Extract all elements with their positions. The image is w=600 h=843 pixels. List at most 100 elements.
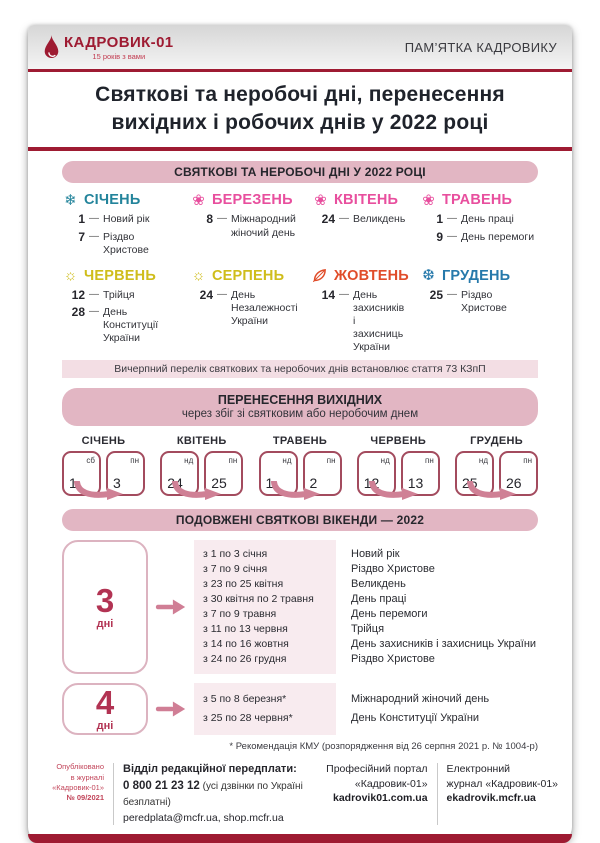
dash: —	[339, 213, 349, 225]
portal-url-link[interactable]: kadrovik01.com.ua	[333, 791, 428, 804]
subscription-phone: 0 800 21 23 12	[123, 780, 200, 793]
weekday-label: сб	[86, 456, 95, 466]
dash: —	[447, 230, 457, 242]
transfer-arrow-icon	[467, 481, 516, 501]
flower-icon: ❀	[314, 191, 327, 209]
weekend-holiday: Міжнародний жіночий день	[351, 693, 490, 706]
weekend-dates: з 1 по 3 січня	[203, 548, 268, 561]
weekday-label: нд	[478, 456, 488, 466]
transfer-month: СІЧЕНЬ	[81, 435, 126, 448]
weekend-dates-list: з 1 по 3 січня з 7 по 9 січня з 23 по 25…	[194, 540, 336, 675]
day-number: 1	[265, 475, 274, 492]
holiday-day: 1	[78, 212, 85, 227]
kadrovik-logo: КАДРОВИК-01 15 років з вами	[43, 34, 174, 61]
weekend-dates: з 5 по 8 березня*	[203, 693, 287, 706]
weekend-dates: з 7 по 9 травня	[203, 608, 277, 621]
section-holidays-header: СВЯТКОВІ ТА НЕРОБОЧІ ДНІ У 2022 РОЦІ	[62, 161, 538, 184]
day-number: 26	[506, 475, 522, 492]
holiday-entry: 12 — Трійця	[70, 288, 190, 302]
weekend-holiday: День перемоги	[351, 608, 428, 621]
transfer-month: ЧЕРВЕНЬ	[370, 435, 427, 448]
holiday-day: 9	[436, 229, 443, 244]
transfer-arrow-icon	[172, 481, 222, 501]
holiday-entry: 24 — День Незалежності України	[198, 288, 312, 328]
weekend-dates: з 24 по 26 грудня	[203, 653, 287, 666]
page-title-line1: Святкові та неробочі дні, перенесення	[95, 83, 505, 106]
month-card-april: ❀ КВІТЕНЬ 24 — Великдень	[312, 192, 420, 259]
holiday-name: День захисників і захисниць України	[353, 288, 405, 354]
holiday-entry: 7 — Різдво Христове	[70, 230, 190, 257]
arrow-right-icon	[155, 701, 186, 717]
transfer-arrow-icon	[270, 481, 320, 501]
transfer-arrow-icon	[74, 481, 123, 501]
month-card-may: ❀ ТРАВЕНЬ 1 — День праці 9 — День перемо…	[420, 192, 538, 259]
weekend-holiday: Трійця	[351, 623, 385, 636]
holiday-day: 14	[321, 287, 335, 302]
section-transfers-header: ПЕРЕНЕСЕННЯ ВИХІДНИХ через збіг зі святк…	[62, 388, 538, 427]
holiday-name: День Незалежності України	[231, 288, 298, 328]
transfer-group: ЧЕРВЕНЬ нд 12 пн 13	[356, 435, 440, 501]
holiday-name: День праці	[461, 213, 514, 226]
flower-icon: ❀	[192, 191, 205, 209]
leaf-icon	[312, 268, 329, 283]
holiday-entry: 14 — День захисників і захисниць України	[320, 288, 420, 355]
dash: —	[89, 213, 99, 225]
holiday-name: Різдво Христове	[461, 288, 507, 314]
day-number: 3	[113, 475, 121, 492]
weekend-group-3days: 3 дні з 1 по 3 січня з 7 по 9 січня з 23…	[62, 540, 538, 675]
weekday-label: пн	[326, 456, 336, 466]
weekend-holidays-list: Міжнародний жіночий день День Конституці…	[336, 683, 538, 735]
transfers-row: СІЧЕНЬ сб 1 пн 3 КВІТЕНЬ	[62, 435, 538, 501]
weekday-label: пн	[523, 456, 532, 466]
holiday-name: День Конституції України	[103, 305, 159, 345]
section-weekends-header: ПОДОВЖЕНІ СВЯТКОВІ ВІКЕНДИ — 2022	[62, 509, 538, 532]
month-name: ГРУДЕНЬ	[442, 267, 511, 284]
weekend-holiday: Різдво Христове	[351, 653, 435, 666]
published-in: Опубліковано в журналі «Кадровик-01» № 0…	[42, 762, 104, 803]
weekend-dates: з 30 квітня по 2 травня	[203, 593, 314, 606]
calendar-day-box: пн 13	[400, 451, 440, 497]
weekend-dates: з 11 по 13 червня	[203, 623, 288, 636]
weekend-dates: з 7 по 9 січня	[203, 563, 268, 576]
day-number: 2	[309, 475, 318, 492]
footer-divider	[436, 763, 438, 825]
weekday-label: нд	[282, 456, 292, 466]
month-name: БЕРЕЗЕНЬ	[212, 192, 293, 209]
days-count-box: 4 дні	[62, 683, 148, 736]
weekend-holiday: День праці	[351, 593, 407, 606]
calendar-day-box: пн 2	[302, 451, 342, 497]
legal-note: Вичерпний перелік святкових та неробочих…	[62, 360, 538, 379]
holiday-entry: 1 — Новий рік	[70, 212, 190, 226]
weekday-label: пн	[425, 456, 434, 466]
month-name: ТРАВЕНЬ	[442, 192, 513, 209]
holiday-day: 8	[206, 212, 213, 227]
holiday-entry: 1 — День праці	[428, 212, 538, 226]
holiday-day: 1	[436, 212, 443, 227]
month-name: ЖОВТЕНЬ	[334, 267, 409, 284]
subscription-contacts-link[interactable]: peredplata@mcfr.ua, shop.mcfr.ua	[123, 811, 284, 824]
holiday-entry: 28 — День Конституції України	[70, 305, 190, 345]
holiday-entry: 25 — Різдво Христове	[428, 288, 538, 315]
ejournal-info: Електронний журнал «Кадровик-01» ekadrov…	[446, 763, 558, 804]
weekday-label: пн	[130, 456, 139, 466]
day-number: 13	[407, 475, 424, 492]
dash: —	[217, 213, 227, 225]
brand-name: КАДРОВИК-01	[64, 33, 174, 51]
kmu-footnote: * Рекомендація КМУ (розпорядження від 26…	[229, 741, 538, 753]
month-card-january: ❄ СІЧЕНЬ 1 — Новий рік 7 — Різдво Христо…	[62, 192, 190, 259]
calendar-day-box: нд 25	[455, 451, 494, 497]
dash: —	[447, 288, 457, 300]
weekend-dates-list: з 5 по 8 березня* з 25 по 28 червня*	[194, 683, 336, 736]
weekend-holidays-list: Новий рік Різдво Христове Великдень День…	[336, 540, 538, 674]
ejournal-url-link[interactable]: ekadrovik.mcfr.ua	[446, 791, 536, 804]
holiday-name: Трійця	[103, 288, 135, 301]
subscription-info: Відділ редакційної передплати: 0 800 21 …	[123, 762, 326, 825]
transfers-title: ПЕРЕНЕСЕННЯ ВИХІДНИХ	[217, 393, 383, 408]
weekend-group-4days: 4 дні з 5 по 8 березня* з 25 по 28 червн…	[62, 683, 538, 736]
weekend-dates: з 23 по 25 квітня	[203, 578, 284, 591]
footer-divider	[113, 763, 114, 825]
dash: —	[217, 288, 227, 300]
holiday-day: 24	[199, 287, 213, 302]
sun-icon: ☼	[191, 267, 206, 285]
month-card-december: ❆ ГРУДЕНЬ 25 — Різдво Христове	[420, 268, 538, 358]
